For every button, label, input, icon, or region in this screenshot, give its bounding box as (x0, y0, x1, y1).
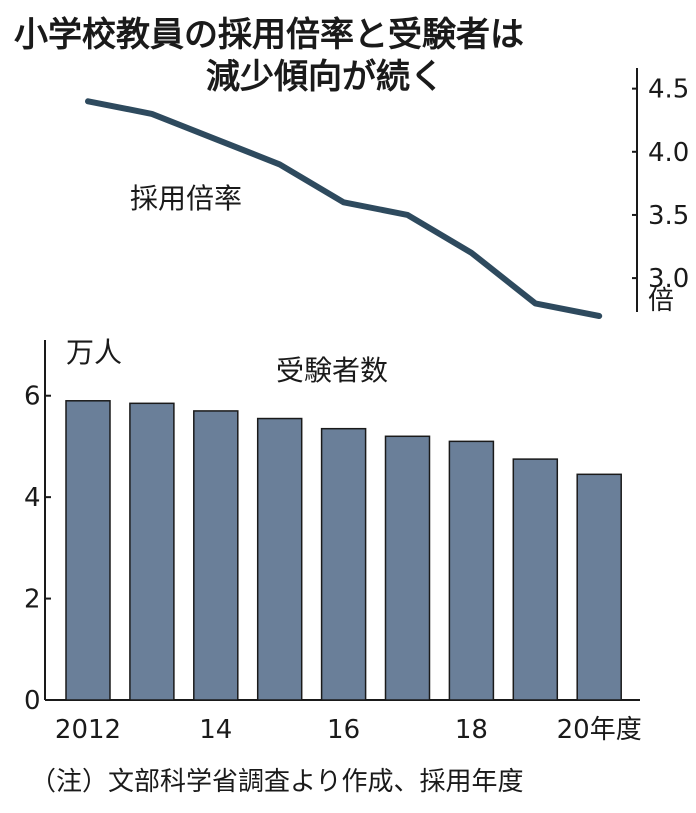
bar-x-tick-label: 18 (455, 715, 488, 745)
bar-15 (256, 417, 303, 701)
bar-y-tick-label: 6 (24, 382, 41, 412)
ratio-tick-label: 4.0 (648, 138, 689, 168)
ratio-series-label: 採用倍率 (130, 182, 242, 215)
bar-17 (384, 435, 431, 701)
ratio-tick-label: 3.0 (648, 264, 689, 294)
bar-series-label: 受験者数 (276, 354, 388, 387)
bar-x-tick-label: 14 (199, 715, 232, 745)
chart-title-line1: 小学校教員の採用倍率と受験者は (14, 15, 524, 55)
bar-x-tick-label: 20年度 (557, 715, 642, 745)
chart-title-line2: 減少傾向が続く (206, 57, 444, 97)
bar-14 (193, 410, 239, 701)
bar-y-tick-label: 2 (24, 585, 41, 615)
bar-19 (512, 458, 559, 701)
bar-y-tick-label: 4 (24, 483, 41, 513)
ratio-tick-label: 3.5 (648, 201, 689, 231)
bar-20 (576, 473, 622, 701)
bar-y-tick-label: 0 (24, 686, 41, 716)
bar-16 (320, 427, 367, 701)
applicants-bar-chart: 6 4 2 0 2012 14 16 18 20年度 万人 受験者数 (24, 336, 642, 745)
bar-2012 (65, 400, 111, 701)
bar-unit-label: 万人 (66, 336, 122, 369)
bar-18 (448, 440, 495, 701)
ratio-line-chart: 4.5 4.0 3.5 3.0 採用倍率 倍 (85, 68, 689, 319)
ratio-tick-label: 4.5 (648, 75, 689, 105)
bar-x-tick-label: 2012 (55, 715, 121, 745)
ratio-unit-label: 倍 (648, 286, 674, 316)
bar-x-tick-label: 16 (327, 715, 360, 745)
ratio-series-line (85, 98, 603, 319)
source-note: （注）文部科学省調査より作成、採用年度 (30, 767, 523, 797)
bar-13 (129, 402, 175, 701)
